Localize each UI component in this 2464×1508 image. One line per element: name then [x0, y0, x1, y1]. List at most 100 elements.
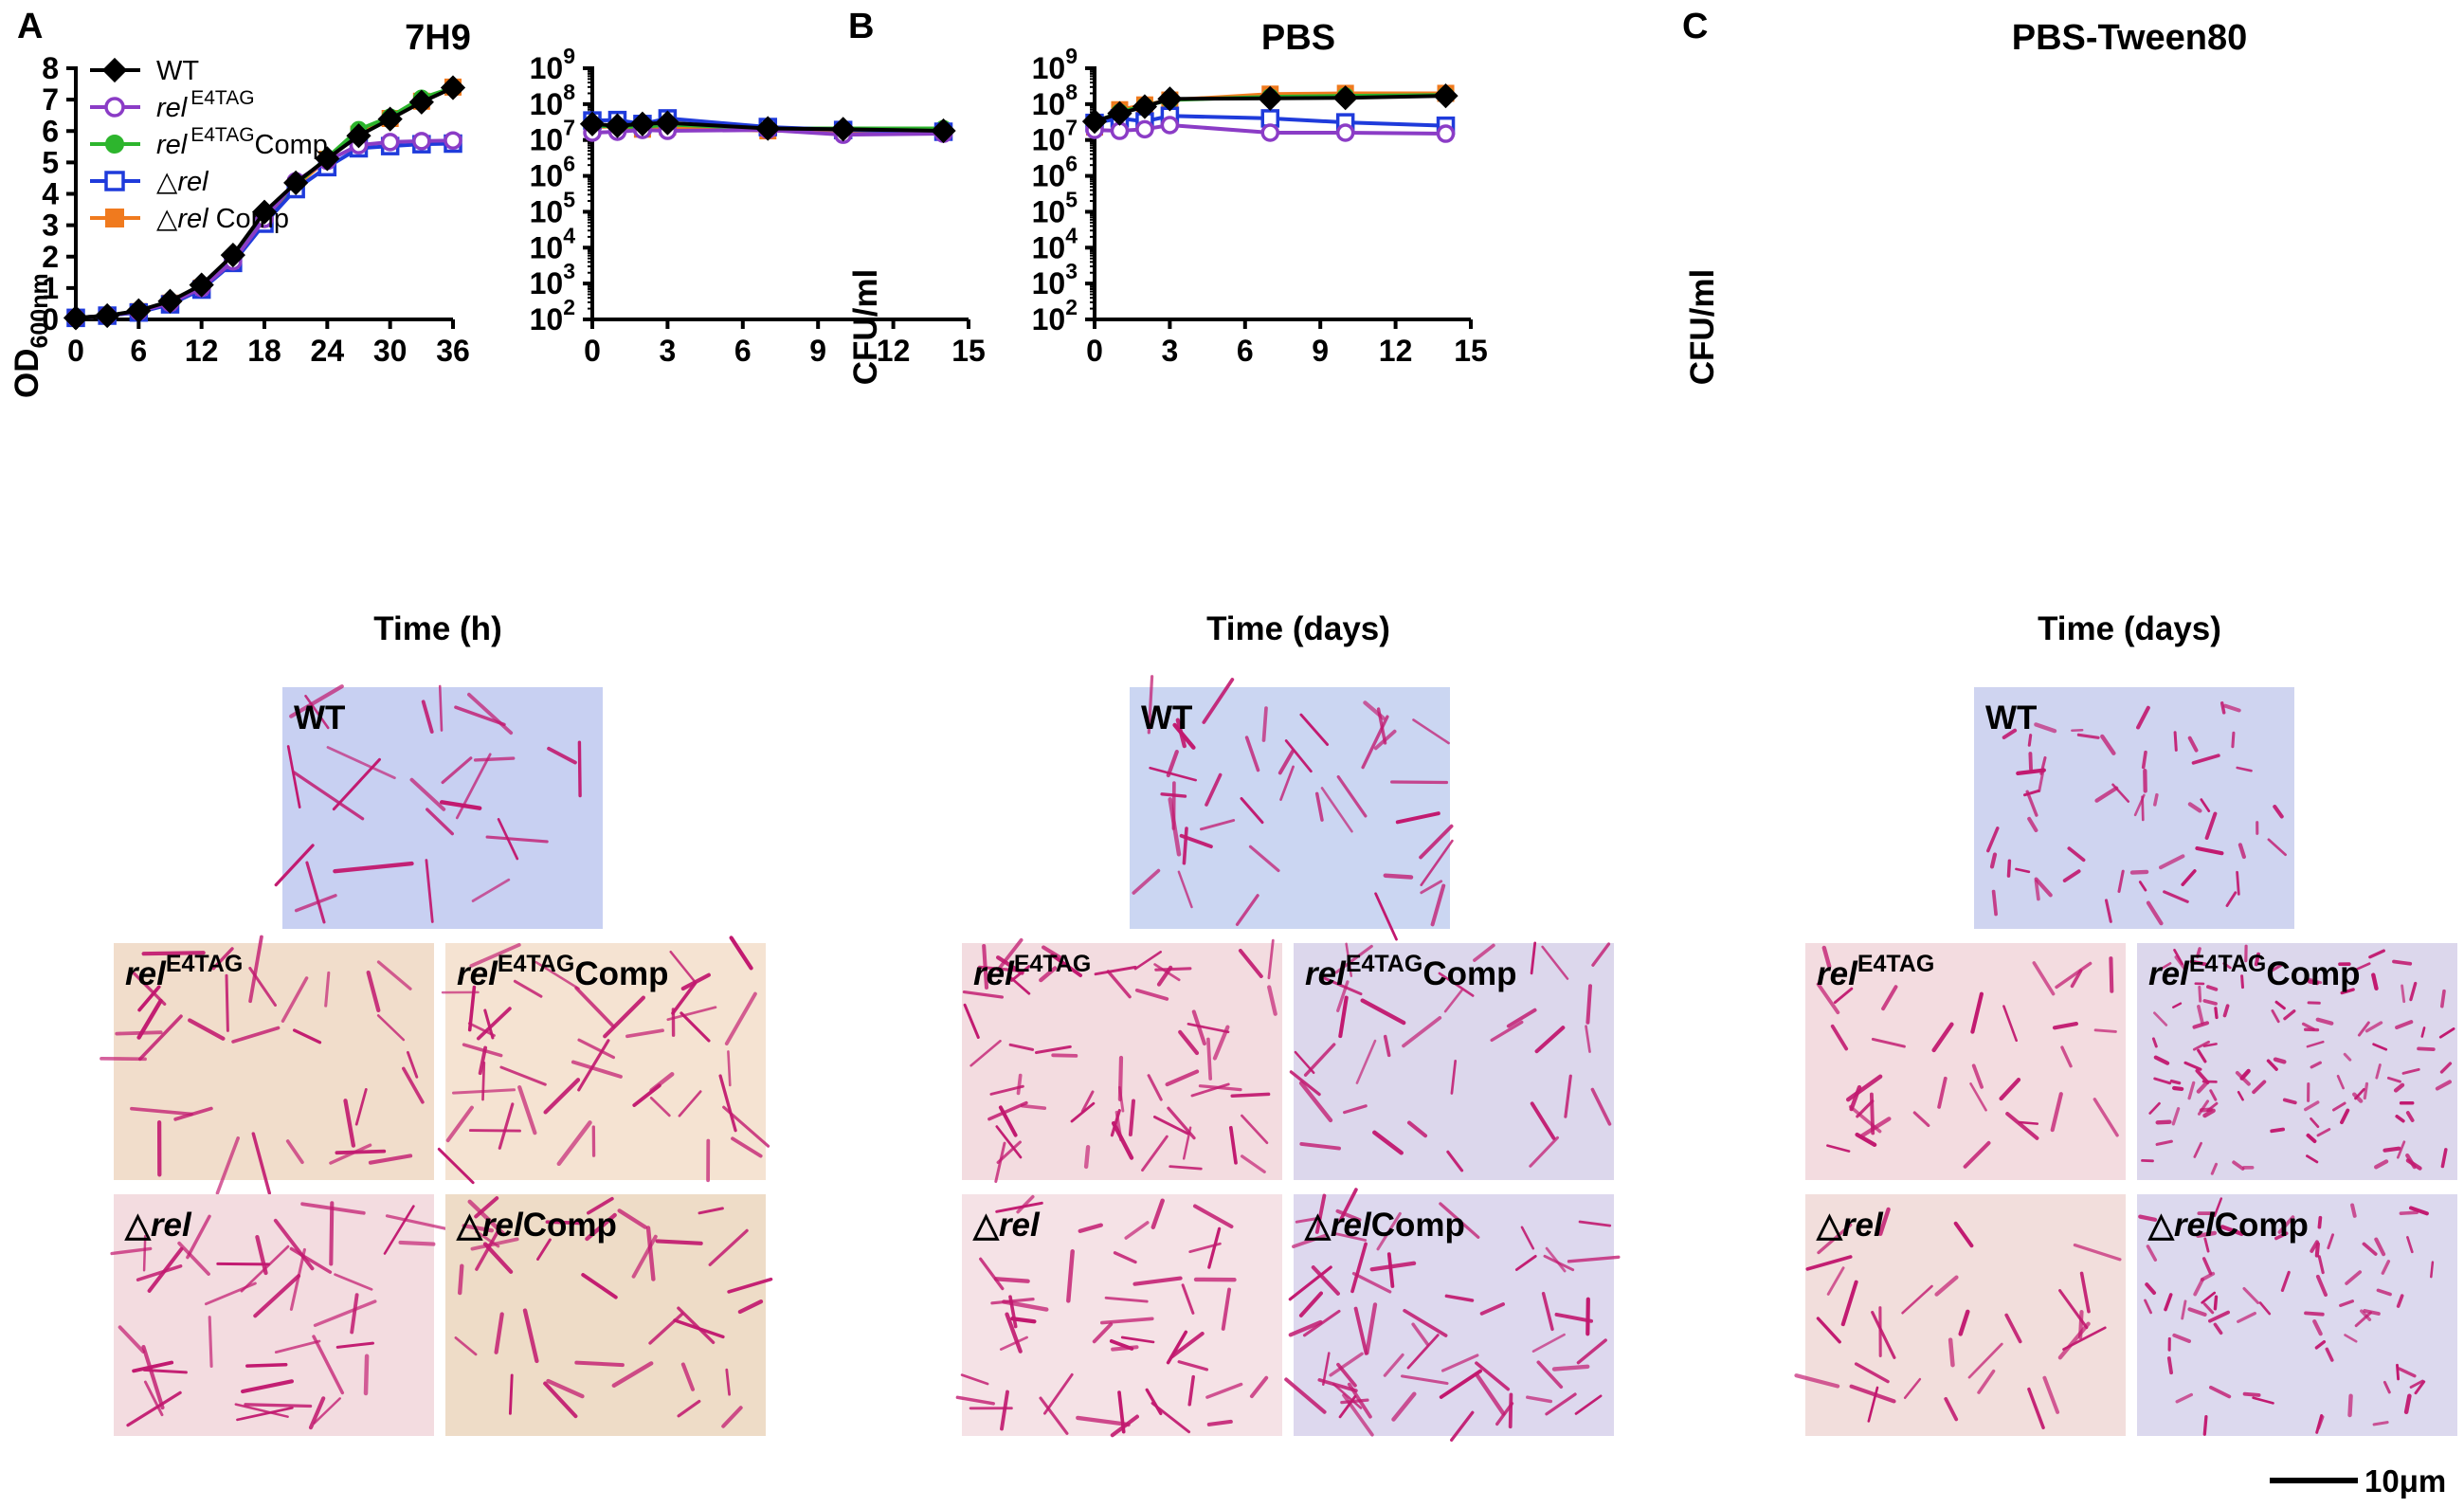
- micrograph-b-drel-label: △rel: [972, 1207, 1041, 1244]
- bacterium-rod: [130, 1106, 193, 1117]
- bacterium-rod: [2327, 1233, 2335, 1250]
- bacterium-rod: [1205, 1382, 1243, 1399]
- bacterium-rod: [376, 1014, 406, 1042]
- bacterium-rod: [499, 1065, 547, 1086]
- bacterium-rod: [1092, 1322, 1114, 1344]
- micrograph-b-relcomp: relE4TAGComp: [1289, 941, 1614, 1180]
- bacterium-rod: [136, 998, 163, 1040]
- bacterium-rod: [2273, 805, 2284, 819]
- bacterium-rod: [1369, 1261, 1417, 1272]
- bacterium-rod: [727, 1050, 732, 1087]
- bacterium-rod: [231, 1026, 281, 1044]
- micrograph-c-rel-label: relE4TAG: [1817, 951, 1934, 992]
- bacterium-rod: [1443, 989, 1463, 1013]
- bacterium-rod: [1948, 1337, 1955, 1368]
- bacterium-rod: [1438, 972, 1475, 997]
- y-tick-label: 1: [42, 271, 59, 305]
- y-axis-label-c: CFU/ml: [1684, 269, 1721, 386]
- bacterium-rod: [2340, 1108, 2350, 1125]
- bacterium-rod: [1849, 1384, 1896, 1404]
- bacterium-rod: [2062, 869, 2081, 882]
- y-tick-label: 106: [1032, 152, 1078, 193]
- data-point-wt: [220, 242, 245, 268]
- bacterium-rod: [1244, 736, 1260, 772]
- bacterium-rod: [1545, 1392, 1577, 1416]
- bacterium-rod: [1177, 870, 1193, 909]
- bacterium-rod: [1299, 1141, 1341, 1151]
- bacterium-rod: [1041, 945, 1064, 961]
- bacterium-rod: [2104, 899, 2112, 923]
- bacterium-rod: [577, 1038, 616, 1060]
- bacterium-rod: [2242, 1391, 2261, 1397]
- bacterium-rod: [1299, 713, 1330, 746]
- bacterium-rod: [2345, 1270, 2363, 1285]
- micrograph-a-drelcomp-label: △relComp: [456, 1207, 617, 1244]
- bacterium-rod: [2181, 1299, 2187, 1320]
- bacterium-rod: [1585, 984, 1592, 1025]
- bacterium-rod: [1347, 1382, 1372, 1419]
- bacterium-rod: [1944, 1397, 1959, 1422]
- bacterium-rod: [581, 1273, 618, 1299]
- bacterium-rod: [2372, 1421, 2389, 1426]
- bacterium-rod: [137, 985, 161, 1012]
- bacterium-rod: [2381, 1260, 2391, 1275]
- bacterium-rod: [255, 1234, 268, 1276]
- bacterium-rod: [286, 745, 301, 809]
- bacterium-rod: [1361, 715, 1389, 770]
- bacterium-rod: [1490, 1020, 1524, 1043]
- bacterium-rod: [1322, 976, 1363, 996]
- bacterium-rod: [445, 1105, 474, 1143]
- bacterium-rod: [1080, 1090, 1095, 1113]
- data-point-wt: [1107, 100, 1132, 126]
- bacterium-rod: [475, 1227, 501, 1271]
- bacterium-rod: [481, 1061, 486, 1101]
- bacterium-rod: [147, 1246, 184, 1293]
- bacterium-rod: [2274, 1231, 2289, 1241]
- bacterium-rod: [462, 1043, 503, 1058]
- bacterium-rod: [574, 1360, 625, 1368]
- bacterium-rod: [1336, 980, 1350, 1012]
- bacterium-rod: [1336, 774, 1368, 818]
- bacterium-rod: [335, 1341, 374, 1349]
- bacterium-rod: [1578, 1220, 1612, 1227]
- bacterium-rod: [729, 936, 753, 971]
- bacterium-rod: [1166, 1330, 1188, 1365]
- bacterium-rod: [2340, 988, 2355, 995]
- bacterium-rod: [308, 1396, 326, 1430]
- y-axis-label-a: OD600nm: [9, 273, 53, 398]
- bacterium-rod: [2315, 1274, 2328, 1297]
- bacterium-rod: [234, 1403, 289, 1418]
- bacterium-rod: [1249, 1375, 1269, 1399]
- bacterium-rod: [2258, 1301, 2272, 1316]
- x-axis-label-a: Time (h): [373, 610, 501, 647]
- bacterium-rod: [2171, 1107, 2181, 1126]
- bacterium-rod: [698, 1207, 724, 1215]
- bacterium-rod: [1881, 985, 1898, 1011]
- bacterium-rod: [1336, 1362, 1357, 1388]
- bacterium-rod: [2195, 947, 2201, 959]
- y-tick-label: 109: [1032, 44, 1078, 85]
- bacterium-rod: [1187, 1374, 1195, 1407]
- bacterium-rod: [385, 1214, 447, 1230]
- bacterium-rod: [2187, 736, 2199, 753]
- bacterium-rod: [1314, 791, 1324, 822]
- bacterium-rod: [1279, 765, 1295, 801]
- bacterium-rod: [2213, 1322, 2223, 1335]
- bacterium-rod: [2201, 1291, 2217, 1304]
- bacterium-rod: [1564, 1074, 1572, 1118]
- bacterium-rod: [2189, 959, 2208, 967]
- bacterium-rod: [2271, 963, 2283, 972]
- bacterium-rod: [2252, 1396, 2274, 1405]
- bacterium-rod: [1207, 1226, 1222, 1269]
- bacterium-rod: [132, 1360, 174, 1373]
- bacterium-rod: [1206, 1419, 1233, 1426]
- bacterium-rod: [245, 1362, 288, 1368]
- bacterium-rod: [2153, 792, 2159, 807]
- bacterium-rod: [2155, 1139, 2173, 1146]
- bacterium-rod: [289, 1246, 333, 1274]
- legend-label-drel: △rel: [156, 167, 209, 197]
- bacterium-rod: [1430, 883, 1446, 927]
- micrograph-b-drelcomp-label: △relComp: [1304, 1207, 1465, 1244]
- bacterium-rod: [1008, 1043, 1035, 1051]
- bacterium-rod: [1412, 718, 1450, 745]
